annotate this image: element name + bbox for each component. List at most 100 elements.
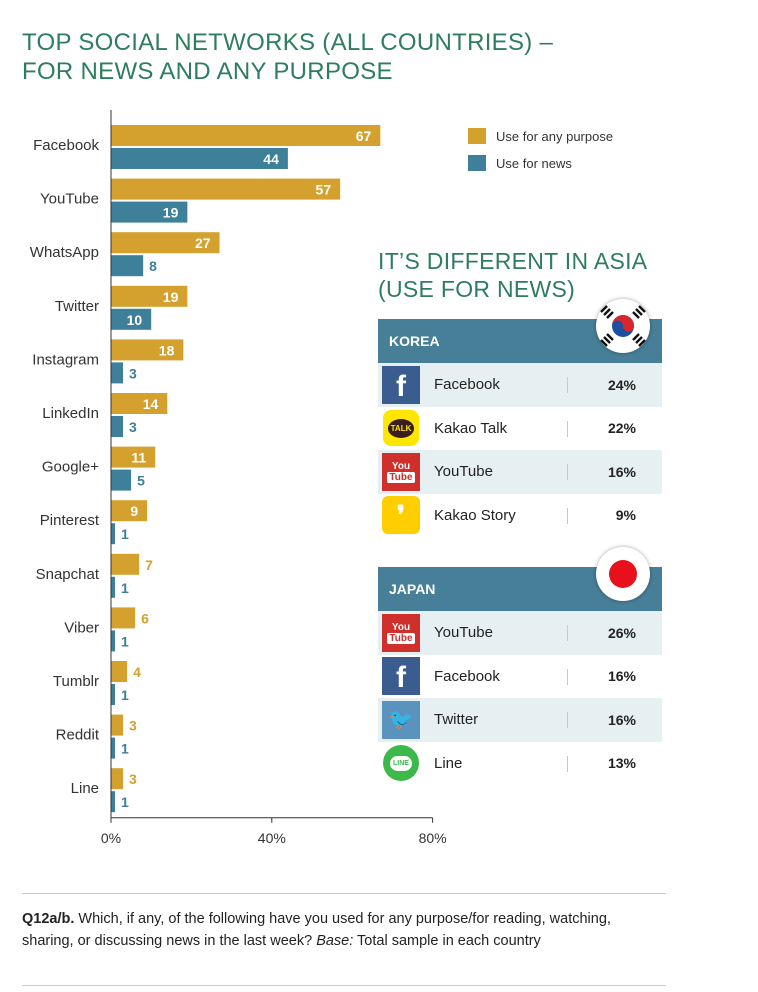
bar-chart: Facebook6744YouTube5719WhatsApp278Twitte… bbox=[30, 110, 447, 846]
footnote-label: Q12a/b. bbox=[22, 911, 75, 927]
korea-network-name: Kakao Story bbox=[434, 506, 516, 524]
data-label-news: 1 bbox=[121, 633, 129, 649]
korea-network-percent: 9% bbox=[615, 507, 636, 524]
facebook-icon: f bbox=[382, 365, 420, 404]
kakao-talk-icon: TALK bbox=[382, 409, 420, 447]
bar-news bbox=[111, 255, 144, 277]
youtube-icon: You Tube bbox=[382, 613, 420, 652]
data-label-news: 8 bbox=[149, 258, 157, 274]
japan-network-name: Line bbox=[434, 754, 463, 772]
bar-news bbox=[111, 201, 188, 223]
japan-network-name: Twitter bbox=[434, 711, 479, 729]
data-label-any-purpose: 3 bbox=[129, 771, 137, 787]
japan-network-name: YouTube bbox=[434, 624, 493, 642]
korea-network-name: Kakao Talk bbox=[434, 419, 508, 437]
youtube-icon: You Tube bbox=[382, 452, 420, 491]
japan-panel: JAPAN You Tube YouTube 26% f Facebook 16% 🐦 Twit… bbox=[378, 547, 662, 786]
data-label-news: 1 bbox=[121, 580, 129, 596]
facebook-icon: f bbox=[382, 657, 420, 696]
category-label: Google+ bbox=[42, 459, 99, 476]
korea-flag-icon bbox=[596, 299, 650, 353]
bar-news bbox=[111, 362, 124, 384]
row-separator bbox=[567, 668, 568, 685]
korea-network-name: YouTube bbox=[434, 463, 493, 481]
bar-news bbox=[111, 469, 132, 491]
bar-news bbox=[111, 148, 288, 169]
legend-swatch-any-purpose bbox=[468, 128, 486, 144]
category-label: Snapchat bbox=[36, 566, 100, 583]
chart-title: TOP SOCIAL NETWORKS (ALL COUNTRIES) – FO… bbox=[22, 28, 553, 86]
bar-any-purpose bbox=[111, 125, 381, 146]
korea-row-youtube: You Tube YouTube 16% bbox=[378, 450, 662, 494]
korea-header: KOREA bbox=[378, 299, 662, 363]
data-label-any-purpose: 3 bbox=[129, 718, 137, 734]
bar-any-purpose bbox=[111, 393, 168, 414]
row-separator bbox=[567, 625, 568, 641]
bar-any-purpose bbox=[111, 768, 124, 790]
bar-any-purpose bbox=[111, 446, 156, 468]
japan-label: JAPAN bbox=[389, 581, 436, 597]
category-label: Pinterest bbox=[40, 512, 100, 529]
legend-item-news: Use for news bbox=[468, 152, 613, 174]
row-separator bbox=[567, 755, 568, 772]
asia-title: IT’S DIFFERENT IN ASIA (USE FOR NEWS) bbox=[378, 247, 647, 303]
x-tick-label: 0% bbox=[101, 830, 121, 846]
data-label-news: 1 bbox=[121, 741, 129, 757]
japan-row-twitter: 🐦 Twitter 16% bbox=[378, 698, 662, 742]
category-label: Line bbox=[71, 780, 99, 797]
japan-flag-icon bbox=[596, 547, 650, 601]
japan-header: JAPAN bbox=[378, 547, 662, 611]
footnote: Q12a/b. Which, if any, of the following … bbox=[22, 893, 666, 952]
data-label-news: 3 bbox=[129, 419, 137, 435]
bar-any-purpose bbox=[111, 553, 140, 575]
japan-row-youtube: You Tube YouTube 26% bbox=[378, 611, 662, 655]
japan-network-percent: 13% bbox=[607, 755, 636, 772]
japan-network-percent: 16% bbox=[607, 668, 636, 685]
data-label-any-purpose: 57 bbox=[316, 182, 332, 198]
bar-news bbox=[111, 416, 124, 437]
bar-any-purpose bbox=[111, 339, 184, 361]
legend-label-any-purpose: Use for any purpose bbox=[496, 128, 614, 144]
category-label: Viber bbox=[64, 619, 99, 636]
data-label-news: 3 bbox=[129, 365, 137, 381]
bar-news bbox=[111, 684, 116, 705]
category-label: WhatsApp bbox=[30, 244, 99, 261]
japan-network-percent: 16% bbox=[607, 711, 636, 728]
data-label-news: 1 bbox=[121, 687, 129, 703]
data-label-any-purpose: 14 bbox=[143, 396, 159, 412]
chart-title-line2: FOR NEWS AND ANY PURPOSE bbox=[22, 58, 393, 85]
bar-any-purpose bbox=[111, 285, 188, 307]
footnote-divider bbox=[22, 985, 666, 986]
bar-any-purpose bbox=[111, 714, 124, 736]
category-label: Tumblr bbox=[53, 673, 99, 690]
japan-row-line: LINE Line 13% bbox=[378, 742, 662, 786]
bar-any-purpose bbox=[111, 178, 341, 200]
category-label: LinkedIn bbox=[42, 405, 99, 422]
korea-panel: KOREA f Facebook 24% TALK Kakao Talk 22% You Tu… bbox=[378, 299, 662, 537]
x-tick-label: 40% bbox=[258, 830, 286, 846]
category-label: YouTube bbox=[40, 191, 99, 208]
data-label-any-purpose: 11 bbox=[131, 450, 146, 466]
data-label-any-purpose: 27 bbox=[195, 235, 211, 251]
footnote-base-text: Total sample in each country bbox=[353, 933, 541, 949]
kakao-story-icon: ❜ bbox=[382, 496, 420, 535]
korea-network-percent: 16% bbox=[607, 463, 636, 480]
bar-news bbox=[111, 791, 116, 813]
footnote-base-label: Base: bbox=[316, 933, 354, 949]
x-tick-label: 80% bbox=[419, 830, 447, 846]
legend: Use for any purpose Use for news bbox=[468, 125, 613, 179]
row-separator bbox=[567, 420, 568, 437]
data-label-news: 1 bbox=[121, 526, 129, 542]
bar-news bbox=[111, 737, 116, 759]
korea-network-percent: 24% bbox=[607, 376, 636, 393]
data-label-any-purpose: 4 bbox=[133, 664, 141, 680]
japan-network-name: Facebook bbox=[434, 667, 500, 685]
category-label: Twitter bbox=[55, 298, 99, 315]
legend-item-any-purpose: Use for any purpose bbox=[468, 125, 613, 147]
row-separator bbox=[567, 507, 568, 524]
bar-news bbox=[111, 308, 152, 330]
data-label-any-purpose: 6 bbox=[141, 610, 149, 626]
footnote-text: Which, if any, of the following have you… bbox=[22, 911, 611, 949]
category-label: Reddit bbox=[56, 727, 100, 744]
data-label-news: 5 bbox=[137, 473, 145, 489]
